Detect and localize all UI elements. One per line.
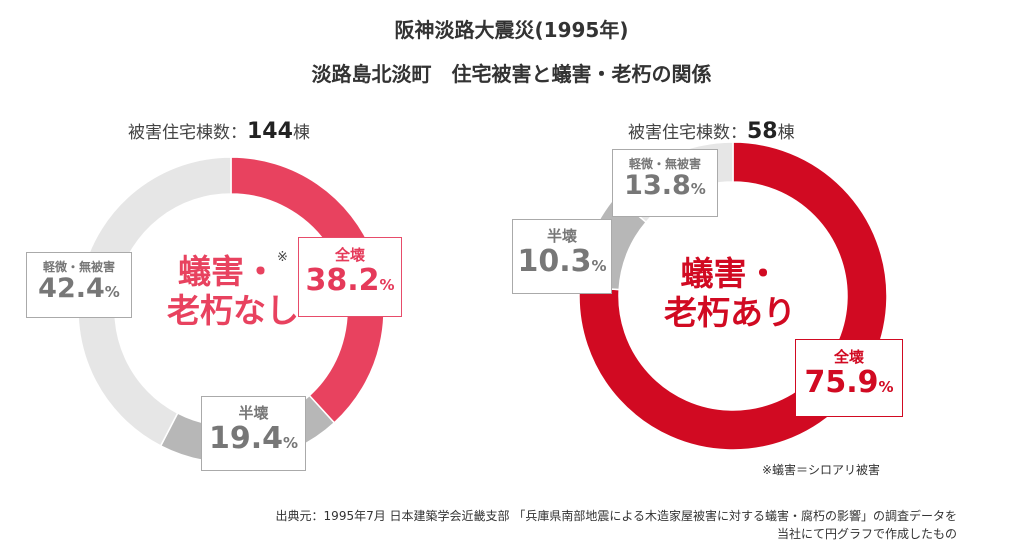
right-hankai-box: 半壊 10.3%	[512, 219, 612, 294]
right-donut-chart	[578, 141, 888, 451]
left-keibi-box: 軽微・無被害 42.4%	[26, 252, 132, 318]
right-hankai-value: 10.3%	[513, 246, 611, 278]
right-count-value: 58	[747, 119, 778, 144]
right-center-label: 蟻害・ 老朽あり	[650, 254, 810, 333]
left-zenkai-unit: %	[379, 276, 395, 294]
left-keibi-label: 軽微・無被害	[42, 260, 115, 274]
right-keibi-unit: %	[690, 180, 706, 198]
left-hankai-box: 半壊 19.4%	[201, 396, 306, 471]
left-zenkai-number: 38.2	[305, 263, 380, 298]
chart-title: 阪神淡路大震災(1995年)	[394, 18, 629, 42]
left-hankai-unit: %	[283, 434, 299, 452]
left-zenkai-box: 全壊 38.2%	[298, 237, 402, 317]
right-hankai-number: 10.3	[517, 244, 592, 279]
left-hankai-value: 19.4%	[202, 423, 305, 455]
left-keibi-value: 42.4%	[27, 273, 131, 304]
left-zenkai-value: 38.2%	[299, 265, 401, 297]
left-center-label: 蟻害・※ 老朽なし	[158, 250, 308, 331]
source-line1: 出典元：1995年7月 日本建築学会近畿支部 「兵庫県南部地震による木造家屋被害…	[275, 509, 957, 523]
left-center-line2: 老朽なし	[167, 290, 299, 330]
right-zenkai-number: 75.9	[804, 365, 879, 400]
right-count-label: 被害住宅棟数：	[628, 123, 747, 143]
left-center-mark: ※	[277, 250, 288, 265]
right-center-line2: 老朽あり	[664, 292, 796, 332]
source-line2: 当社にて円グラフで作成したもの	[776, 527, 957, 541]
left-count-unit: 棟	[292, 123, 310, 143]
chart-subtitle: 淡路島北淡町 住宅被害と蟻害・老朽の関係	[311, 62, 712, 86]
source-note: 出典元：1995年7月 日本建築学会近畿支部 「兵庫県南部地震による木造家屋被害…	[276, 507, 957, 543]
right-slice-zenkai	[578, 141, 888, 451]
left-count: 被害住宅棟数：144棟	[128, 118, 310, 144]
left-count-value: 144	[247, 119, 293, 144]
right-count-unit: 棟	[777, 123, 795, 143]
right-center-line1: 蟻害・	[680, 254, 780, 293]
right-count: 被害住宅棟数：58棟	[628, 118, 795, 144]
right-zenkai-value: 75.9%	[796, 367, 902, 399]
left-center-line1: 蟻害・	[178, 252, 278, 291]
left-hankai-number: 19.4	[208, 421, 283, 456]
right-zenkai-unit: %	[878, 378, 894, 396]
left-zenkai-label: 全壊	[334, 246, 365, 264]
left-keibi-number: 42.4	[38, 273, 105, 304]
left-count-label: 被害住宅棟数：	[128, 123, 247, 143]
right-hankai-label: 半壊	[546, 227, 577, 245]
left-slice-keibi	[77, 156, 232, 447]
footnote: ※蟻害＝シロアリ被害	[762, 463, 881, 477]
right-keibi-value: 13.8%	[613, 170, 717, 201]
right-hankai-unit: %	[591, 257, 607, 275]
left-keibi-unit: %	[104, 283, 120, 301]
right-zenkai-box: 全壊 75.9%	[795, 339, 903, 417]
right-keibi-label: 軽微・無被害	[628, 157, 701, 171]
right-zenkai-label: 全壊	[833, 348, 864, 366]
right-keibi-number: 13.8	[624, 170, 691, 201]
left-hankai-label: 半壊	[238, 404, 269, 422]
right-keibi-box: 軽微・無被害 13.8%	[612, 149, 718, 217]
